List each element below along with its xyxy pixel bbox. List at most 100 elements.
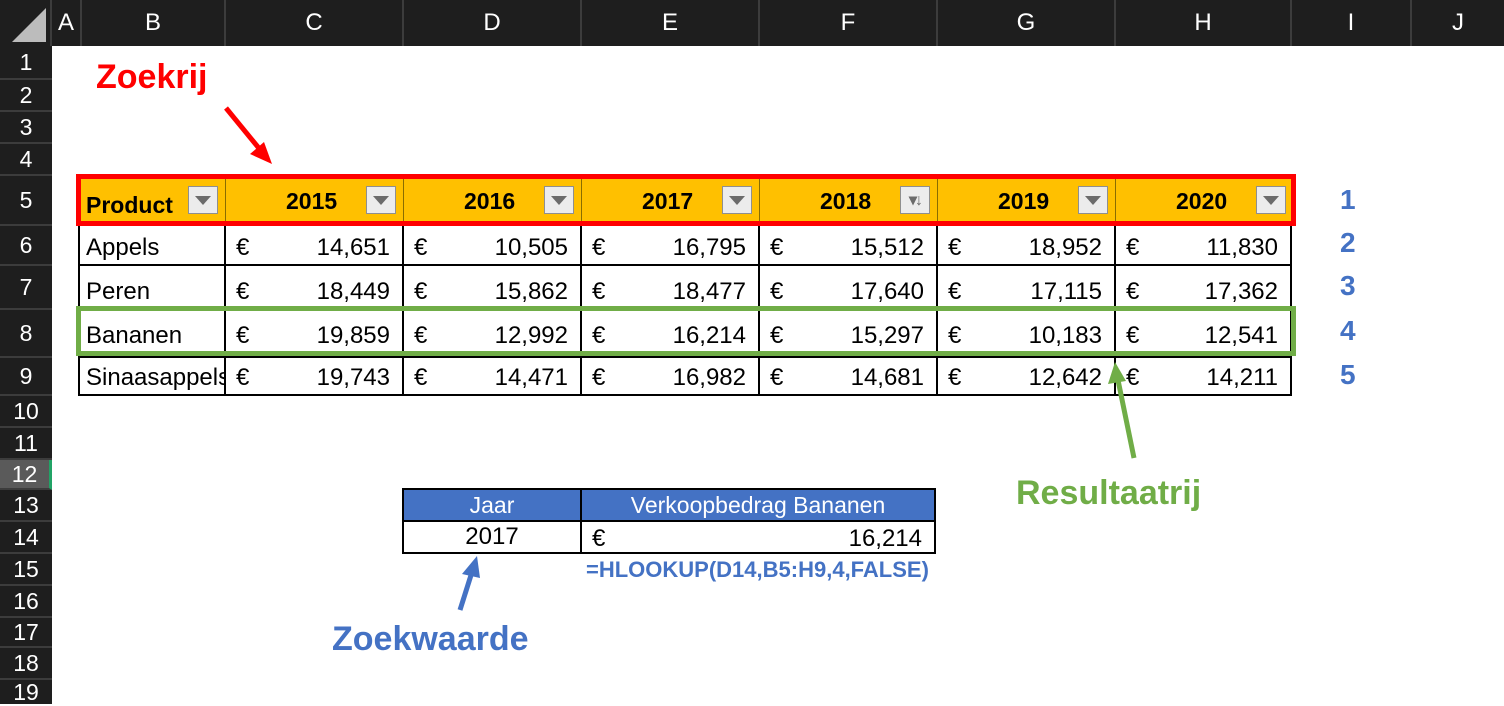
row-header-16[interactable]: 16 bbox=[0, 586, 52, 618]
filter-button-2016[interactable] bbox=[544, 186, 574, 214]
value-cell[interactable]: €16,795 bbox=[582, 224, 760, 266]
currency-symbol: € bbox=[236, 234, 250, 261]
value-cell[interactable]: €19,743 bbox=[226, 358, 404, 396]
value-cell[interactable]: €12,642 bbox=[938, 358, 1116, 396]
currency-symbol: € bbox=[948, 234, 962, 261]
row-header-5[interactable]: 5 bbox=[0, 176, 52, 226]
row-header-17[interactable]: 17 bbox=[0, 618, 52, 648]
product-cell[interactable]: Sinaasappels bbox=[80, 358, 226, 396]
header-cell-2016[interactable]: 2016 bbox=[404, 178, 582, 224]
sales-value: 16,214 bbox=[672, 322, 746, 349]
header-cell-2019[interactable]: 2019 bbox=[938, 178, 1116, 224]
row-header-19[interactable]: 19 bbox=[0, 679, 52, 705]
sales-value: 17,115 bbox=[1030, 278, 1102, 305]
sales-value: 14,681 bbox=[850, 364, 924, 391]
arrow-blue-icon bbox=[457, 556, 480, 611]
column-header-b[interactable]: B bbox=[82, 0, 226, 46]
row-header-15[interactable]: 15 bbox=[0, 554, 52, 586]
column-header-h[interactable]: H bbox=[1116, 0, 1292, 46]
filter-button-2020[interactable] bbox=[1256, 186, 1286, 214]
column-header-g[interactable]: G bbox=[938, 0, 1116, 46]
value-cell[interactable]: €10,505 bbox=[404, 224, 582, 266]
row-index-4: 4 bbox=[1340, 315, 1356, 346]
select-all-corner[interactable] bbox=[0, 0, 52, 46]
lookup-header-amount[interactable]: Verkoopbedrag Bananen bbox=[580, 488, 936, 522]
value-cell[interactable]: €19,859 bbox=[226, 310, 404, 358]
value-cell[interactable]: €12,992 bbox=[404, 310, 582, 358]
lookup-result-cell[interactable]: € 16,214 bbox=[580, 520, 936, 554]
value-cell[interactable]: €15,512 bbox=[760, 224, 938, 266]
currency-symbol: € bbox=[1126, 364, 1140, 391]
row-index-5: 5 bbox=[1340, 359, 1356, 390]
header-label-year: 2017 bbox=[642, 187, 694, 214]
filter-arrow-icon bbox=[729, 195, 745, 205]
column-header-j[interactable]: J bbox=[1412, 0, 1504, 46]
row-header-18[interactable]: 18 bbox=[0, 648, 52, 680]
filter-arrow-icon bbox=[195, 195, 211, 205]
row-header-7[interactable]: 7 bbox=[0, 266, 52, 310]
row-header-11[interactable]: 11 bbox=[0, 428, 52, 460]
product-cell[interactable]: Bananen bbox=[80, 310, 226, 358]
row-header-10[interactable]: 10 bbox=[0, 396, 52, 428]
sales-value: 14,211 bbox=[1206, 364, 1278, 391]
header-cell-2015[interactable]: 2015 bbox=[226, 178, 404, 224]
result-row-highlight bbox=[76, 306, 1296, 356]
row-header-6[interactable]: 6 bbox=[0, 226, 52, 266]
header-cell-product[interactable]: Product bbox=[80, 178, 226, 224]
value-cell[interactable]: €12,541 bbox=[1116, 310, 1292, 358]
filter-button-2019[interactable] bbox=[1078, 186, 1108, 214]
column-header-i[interactable]: I bbox=[1292, 0, 1412, 46]
sales-value: 16,982 bbox=[672, 364, 746, 391]
value-cell[interactable]: €14,651 bbox=[226, 224, 404, 266]
row-header-4[interactable]: 4 bbox=[0, 144, 52, 176]
filter-button-product[interactable] bbox=[188, 186, 218, 214]
product-cell[interactable]: Appels bbox=[80, 224, 226, 266]
sales-value: 12,541 bbox=[1204, 322, 1278, 349]
lookup-header-jaar-label: Jaar bbox=[469, 491, 515, 518]
sales-value: 10,505 bbox=[494, 234, 568, 261]
currency-symbol: € bbox=[770, 322, 784, 349]
header-cell-2020[interactable]: 2020 bbox=[1116, 178, 1292, 224]
row-header-13[interactable]: 13 bbox=[0, 490, 52, 522]
filter-button-2015[interactable] bbox=[366, 186, 396, 214]
value-cell[interactable]: €10,183 bbox=[938, 310, 1116, 358]
column-header-a[interactable]: A bbox=[52, 0, 82, 46]
lookup-header-amount-label: Verkoopbedrag Bananen bbox=[630, 491, 886, 518]
lookup-year-cell[interactable]: 2017 bbox=[402, 520, 582, 554]
value-cell[interactable]: €16,214 bbox=[582, 310, 760, 358]
lookup-header-jaar[interactable]: Jaar bbox=[402, 488, 582, 522]
arrow-green-icon bbox=[1108, 362, 1137, 459]
value-cell[interactable]: €16,982 bbox=[582, 358, 760, 396]
value-cell[interactable]: €15,297 bbox=[760, 310, 938, 358]
header-label-year: 2018 bbox=[820, 187, 872, 214]
sort-button-2018[interactable]: ▾↓ bbox=[900, 186, 930, 214]
row-header-12[interactable]: 12 bbox=[0, 460, 52, 490]
sales-value: 15,862 bbox=[494, 278, 568, 305]
column-header-e[interactable]: E bbox=[582, 0, 760, 46]
row-header-1[interactable]: 1 bbox=[0, 46, 52, 80]
column-header-d[interactable]: D bbox=[404, 0, 582, 46]
row-header-2[interactable]: 2 bbox=[0, 80, 52, 112]
value-cell[interactable]: €14,471 bbox=[404, 358, 582, 396]
row-header-14[interactable]: 14 bbox=[0, 522, 52, 554]
sales-value: 15,297 bbox=[850, 322, 924, 349]
sales-value: 12,642 bbox=[1028, 364, 1102, 391]
currency-symbol: € bbox=[948, 364, 962, 391]
row-header-9[interactable]: 9 bbox=[0, 358, 52, 396]
sales-value: 15,512 bbox=[850, 234, 924, 261]
value-cell[interactable]: €18,952 bbox=[938, 224, 1116, 266]
value-cell[interactable]: €14,681 bbox=[760, 358, 938, 396]
value-cell[interactable]: €11,830 bbox=[1116, 224, 1292, 266]
row-header-3[interactable]: 3 bbox=[0, 112, 52, 144]
header-cell-2017[interactable]: 2017 bbox=[582, 178, 760, 224]
column-header-f[interactable]: F bbox=[760, 0, 938, 46]
row-header-8[interactable]: 8 bbox=[0, 310, 52, 358]
lookup-row-highlight bbox=[76, 174, 1296, 226]
column-header-c[interactable]: C bbox=[226, 0, 404, 46]
currency-symbol: € bbox=[414, 322, 428, 349]
filter-button-2017[interactable] bbox=[722, 186, 752, 214]
header-cell-2018[interactable]: 2018 ▾↓ bbox=[760, 178, 938, 224]
value-cell[interactable]: €14,211 bbox=[1116, 358, 1292, 396]
header-label-year: 2015 bbox=[286, 187, 338, 214]
